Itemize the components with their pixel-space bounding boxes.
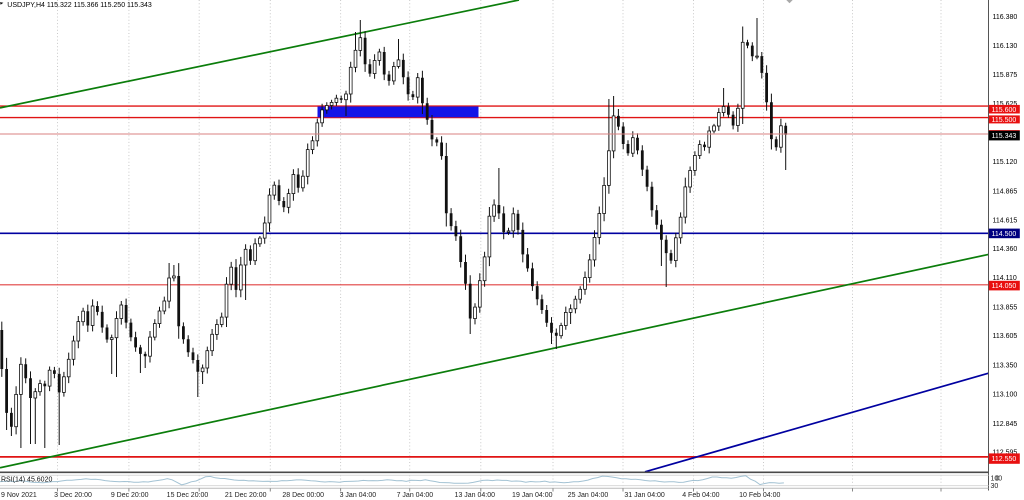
svg-text:115.625: 115.625 [993, 101, 1018, 108]
svg-text:9 Nov 2021: 9 Nov 2021 [1, 492, 37, 499]
svg-text:21 Dec 20:00: 21 Dec 20:00 [225, 492, 267, 499]
svg-text:114.615: 114.615 [993, 217, 1018, 224]
svg-text:113.350: 113.350 [993, 363, 1018, 370]
svg-text:114.865: 114.865 [993, 189, 1018, 196]
svg-text:7 Jan 04:00: 7 Jan 04:00 [397, 492, 434, 499]
svg-text:13 Jan 04:00: 13 Jan 04:00 [455, 492, 496, 499]
svg-text:15 Dec 20:00: 15 Dec 20:00 [167, 492, 209, 499]
svg-text:USDJPY,H4 115.322 115.366 115: USDJPY,H4 115.322 115.366 115.250 115.34… [7, 2, 152, 9]
svg-text:100: 100 [991, 475, 1003, 482]
svg-text:3 Dec 20:00: 3 Dec 20:00 [54, 492, 92, 499]
svg-text:114.360: 114.360 [993, 246, 1018, 253]
svg-text:28 Dec 00:00: 28 Dec 00:00 [282, 492, 324, 499]
svg-text:9 Dec 20:00: 9 Dec 20:00 [111, 492, 149, 499]
svg-text:RSI(14) 45.6020: RSI(14) 45.6020 [1, 476, 52, 483]
svg-text:31 Jan 04:00: 31 Jan 04:00 [624, 492, 665, 499]
svg-text:112.845: 112.845 [993, 421, 1018, 428]
svg-text:112.595: 112.595 [993, 450, 1018, 457]
svg-text:114.110: 114.110 [993, 275, 1017, 282]
svg-text:116.130: 116.130 [993, 43, 1018, 50]
svg-text:112.550: 112.550 [992, 456, 1017, 463]
svg-text:19 Jan 04:00: 19 Jan 04:00 [512, 492, 553, 499]
svg-text:3 Jan 04:00: 3 Jan 04:00 [340, 492, 377, 499]
svg-text:115.343: 115.343 [992, 133, 1017, 140]
svg-text:115.500: 115.500 [992, 117, 1017, 124]
svg-text:25 Jan 04:00: 25 Jan 04:00 [568, 492, 609, 499]
svg-text:4 Feb 04:00: 4 Feb 04:00 [682, 492, 719, 499]
svg-text:113.605: 113.605 [993, 333, 1018, 340]
svg-text:10 Feb 04:00: 10 Feb 04:00 [739, 492, 780, 499]
svg-text:114.500: 114.500 [992, 231, 1017, 238]
svg-text:115.600: 115.600 [992, 107, 1017, 114]
svg-text:116.380: 116.380 [993, 14, 1018, 21]
svg-text:113.855: 113.855 [993, 304, 1018, 311]
svg-text:114.050: 114.050 [992, 283, 1017, 290]
svg-text:115.875: 115.875 [993, 72, 1018, 79]
svg-text:115.120: 115.120 [993, 159, 1018, 166]
svg-text:0: 0 [996, 475, 1000, 482]
svg-text:113.100: 113.100 [993, 391, 1018, 398]
svg-text:30: 30 [991, 483, 999, 490]
